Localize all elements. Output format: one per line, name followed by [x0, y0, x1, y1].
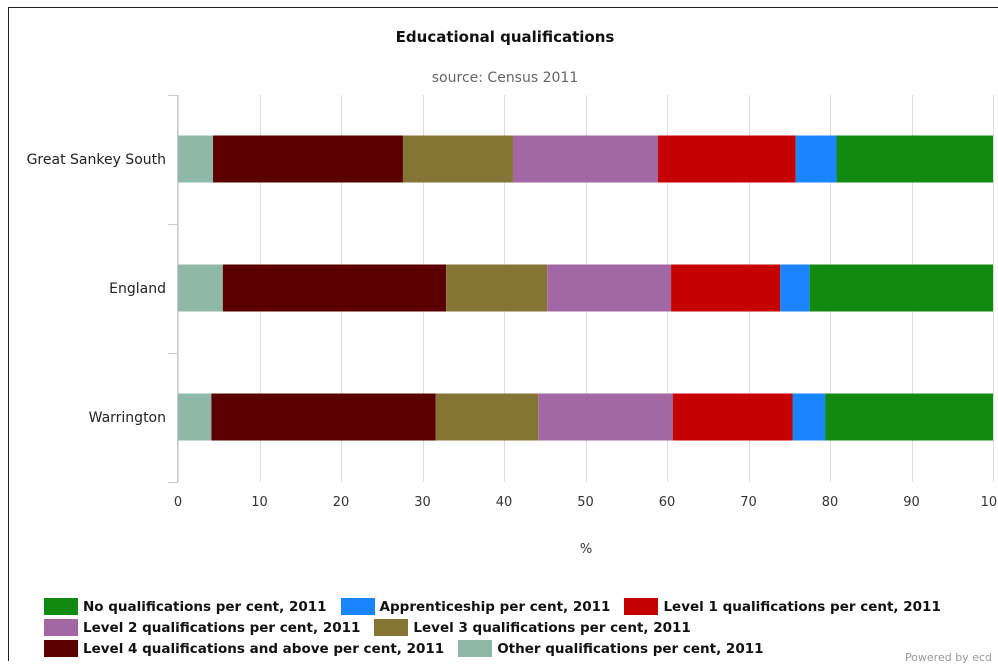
chart-title: Educational qualifications [396, 28, 615, 46]
bar-segment[interactable] [178, 135, 214, 183]
category-label: Great Sankey South [27, 152, 166, 168]
bar-segment[interactable] [658, 135, 796, 183]
legend-row: No qualifications per cent, 2011 Apprenti… [44, 596, 994, 617]
legend-swatch [340, 598, 375, 615]
legend-swatch [44, 598, 78, 615]
legend-swatch [624, 598, 659, 615]
legend-item[interactable]: Apprenticeship per cent, 2011 [340, 598, 611, 615]
bar-segment[interactable] [435, 393, 539, 441]
legend-row: Level 2 qualifications per cent, 2011 Lev… [44, 617, 994, 638]
x-tick-label: 20 [333, 495, 350, 510]
bar-segment[interactable] [836, 135, 993, 183]
legend-label: Level 4 qualifications and above per cen… [83, 640, 445, 657]
bar-segment[interactable] [446, 264, 548, 312]
x-tick-label: 100 [981, 495, 998, 510]
legend-label: Other qualifications per cent, 2011 [497, 640, 764, 657]
x-tick-label: 80 [822, 495, 839, 510]
bar-segment[interactable] [825, 393, 993, 441]
legend: No qualifications per cent, 2011 Apprenti… [44, 596, 994, 659]
x-axis-title: % [580, 542, 592, 557]
legend-item[interactable]: No qualifications per cent, 2011 [44, 598, 327, 615]
legend-label: No qualifications per cent, 2011 [83, 598, 327, 615]
x-tick-label: 60 [659, 495, 676, 510]
legend-label: Level 2 qualifications per cent, 2011 [83, 619, 361, 636]
x-tick-label: 10 [251, 495, 268, 510]
category-labels: Great Sankey South England Warrington [27, 152, 166, 426]
x-tick-label: 50 [577, 495, 594, 510]
chart-frame [8, 7, 998, 661]
legend-label: Level 1 qualifications per cent, 2011 [663, 598, 941, 615]
bar-segment[interactable] [795, 135, 837, 183]
x-tick-label: 70 [740, 495, 757, 510]
bar-segment[interactable] [809, 264, 993, 312]
bar-segment[interactable] [178, 393, 212, 441]
legend-label: Apprenticeship per cent, 2011 [379, 598, 611, 615]
bar-segment[interactable] [402, 135, 513, 183]
x-tick-label: 0 [174, 495, 182, 510]
bar-segment[interactable] [512, 135, 659, 183]
legend-swatch [44, 619, 78, 636]
legend-row: Level 4 qualifications and above per cen… [44, 638, 994, 659]
legend-item[interactable]: Other qualifications per cent, 2011 [458, 640, 764, 657]
bars [178, 135, 993, 441]
category-axis [168, 95, 178, 483]
legend-label: Level 3 qualifications per cent, 2011 [413, 619, 691, 636]
bar-segment[interactable] [547, 264, 672, 312]
bar-segment[interactable] [178, 264, 223, 312]
chart-subtitle: source: Census 2011 [432, 70, 578, 86]
credit-text: Powered by ecd [904, 651, 992, 664]
x-tick-label: 90 [903, 495, 920, 510]
legend-swatch [458, 640, 493, 657]
legend-swatch [374, 619, 409, 636]
x-tick-label: 30 [414, 495, 431, 510]
category-label: Warrington [89, 410, 166, 426]
legend-item[interactable]: Level 3 qualifications per cent, 2011 [374, 619, 691, 636]
bar-segment[interactable] [672, 393, 793, 441]
x-tick-label: 40 [496, 495, 513, 510]
legend-item[interactable]: Level 1 qualifications per cent, 2011 [624, 598, 941, 615]
bar-segment[interactable] [213, 135, 403, 183]
x-axis-ticks: 0 10 20 30 40 50 60 70 80 90 100 [174, 495, 998, 510]
legend-item[interactable]: Level 4 qualifications and above per cen… [44, 640, 444, 657]
bar-segment[interactable] [671, 264, 781, 312]
bar-segment[interactable] [222, 264, 447, 312]
bar-segment[interactable] [211, 393, 436, 441]
legend-item[interactable]: Level 2 qualifications per cent, 2011 [44, 619, 360, 636]
bar-segment[interactable] [538, 393, 673, 441]
bar-segment[interactable] [792, 393, 826, 441]
legend-swatch [44, 640, 78, 657]
category-label: England [109, 281, 166, 297]
bar-segment[interactable] [780, 264, 810, 312]
